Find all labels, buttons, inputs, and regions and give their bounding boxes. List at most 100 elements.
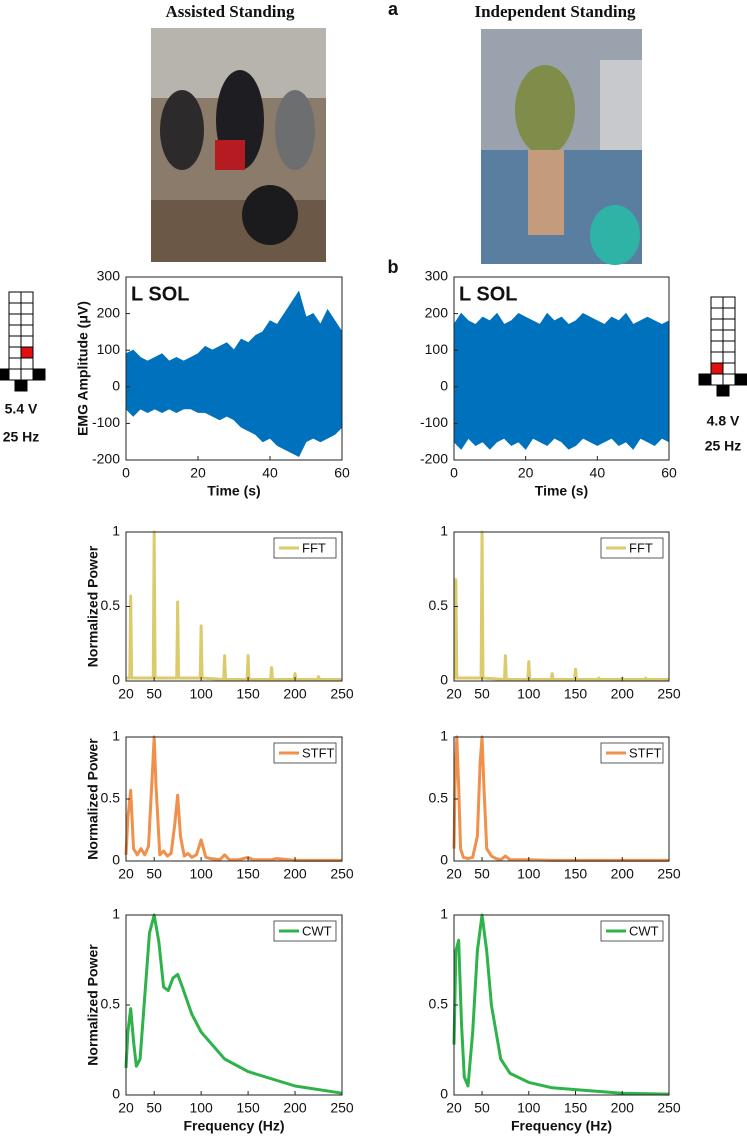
y-tick-label: -200 bbox=[92, 451, 120, 467]
electrode bbox=[710, 362, 724, 375]
chart: -200 -100 0 100 200 300 0 20 40 60 L SOL Time (s) bbox=[420, 268, 677, 499]
legend-label: CWT bbox=[302, 923, 332, 938]
plot-area bbox=[454, 915, 669, 1095]
x-tick-label: 200 bbox=[611, 866, 635, 882]
y-tick-label: 1 bbox=[112, 728, 120, 744]
spectrum-line bbox=[124, 913, 343, 1095]
electrode bbox=[710, 307, 724, 320]
electrode bbox=[20, 368, 34, 381]
chart: CWT 0 0.5 1 20 50 100 150 200 250 Frequency (Hz) bbox=[429, 906, 681, 1134]
electrode bbox=[722, 307, 736, 320]
x-tick-label: 0 bbox=[450, 465, 458, 481]
y-tick-label: 0.5 bbox=[101, 597, 121, 613]
x-tick-label: 250 bbox=[657, 1100, 681, 1116]
x-tick-label: 50 bbox=[146, 686, 162, 702]
electrode bbox=[20, 324, 34, 337]
electrode bbox=[710, 329, 724, 342]
y-tick-label: 0.5 bbox=[429, 790, 449, 806]
y-tick-label: 1 bbox=[112, 523, 120, 539]
electrode bbox=[710, 296, 724, 309]
x-axis-label: Time (s) bbox=[535, 483, 588, 499]
x-tick-label: 100 bbox=[517, 866, 541, 882]
chart: STFT 0 0.5 1 20 50 100 150 200 250 Normalized Powe… bbox=[85, 728, 354, 882]
y-tick-label: -100 bbox=[420, 414, 448, 430]
electrode bbox=[32, 368, 46, 381]
annotation: L SOL bbox=[131, 283, 190, 305]
legend-label: CWT bbox=[629, 923, 659, 938]
y-tick-label: 100 bbox=[425, 341, 449, 357]
stim-voltage: 5.4 V bbox=[5, 401, 38, 417]
x-tick-label: 50 bbox=[474, 866, 490, 882]
y-axis-label: Normalized Power bbox=[85, 738, 101, 860]
x-tick-label: 250 bbox=[657, 866, 681, 882]
x-tick-label: 100 bbox=[517, 1100, 541, 1116]
x-tick-label: 20 bbox=[190, 465, 206, 481]
x-tick-label: 200 bbox=[283, 1100, 307, 1116]
spectrum-line bbox=[124, 735, 342, 862]
x-tick-label: 50 bbox=[146, 1100, 162, 1116]
legend-box bbox=[600, 537, 664, 559]
x-tick-label: 200 bbox=[283, 686, 307, 702]
electrode bbox=[20, 291, 34, 304]
x-tick-label: 50 bbox=[146, 866, 162, 882]
y-tick-label: 1 bbox=[440, 523, 448, 539]
y-tick-label: 1 bbox=[440, 728, 448, 744]
electrode bbox=[20, 335, 34, 348]
x-tick-label: 20 bbox=[446, 686, 462, 702]
annotation: L SOL bbox=[459, 283, 518, 305]
panel-label: b bbox=[388, 257, 399, 277]
chart: -200 -100 0 100 200 300 0 20 40 60 L SOL Time (s) EM… bbox=[75, 268, 350, 499]
legend-box bbox=[273, 920, 337, 942]
chart: FFT 0 0.5 1 20 50 100 150 200 250 bbox=[429, 523, 681, 702]
y-tick-label: 0.5 bbox=[101, 790, 121, 806]
stim-frequency: 25 Hz bbox=[705, 438, 742, 454]
y-tick-label: 0 bbox=[440, 378, 448, 394]
electrode-diagram bbox=[698, 296, 747, 397]
electrode bbox=[8, 313, 22, 326]
y-tick-label: 0 bbox=[112, 378, 120, 394]
x-tick-label: 100 bbox=[517, 686, 541, 702]
y-tick-label: 0 bbox=[440, 1086, 448, 1102]
y-tick-label: 200 bbox=[425, 304, 449, 320]
y-tick-label: 0 bbox=[112, 852, 120, 868]
legend-label: FFT bbox=[629, 540, 653, 555]
x-axis-label: Frequency (Hz) bbox=[511, 1118, 612, 1134]
x-axis-label: Time (s) bbox=[207, 483, 260, 499]
y-tick-label: 0 bbox=[440, 672, 448, 688]
photo bbox=[151, 28, 326, 262]
x-tick-label: 200 bbox=[283, 866, 307, 882]
electrode bbox=[722, 351, 736, 364]
chart: CWT 0 0.5 1 20 50 100 150 200 250 Frequency (Hz) No… bbox=[85, 906, 354, 1134]
x-tick-label: 40 bbox=[262, 465, 278, 481]
y-tick-label: -100 bbox=[92, 414, 120, 430]
spectrum-line bbox=[452, 735, 669, 862]
y-tick-label: 0.5 bbox=[101, 996, 121, 1012]
x-tick-label: 20 bbox=[446, 1100, 462, 1116]
legend-label: STFT bbox=[302, 745, 335, 760]
photo-title: Independent Standing bbox=[474, 2, 636, 21]
chart: FFT 0 0.5 1 20 50 100 150 200 250 Normalized Power bbox=[85, 523, 354, 702]
photo-title: Assisted Standing bbox=[166, 2, 295, 21]
x-tick-label: 20 bbox=[118, 1100, 134, 1116]
x-tick-label: 250 bbox=[330, 866, 354, 882]
y-axis-label: EMG Amplitude (μV) bbox=[75, 301, 91, 436]
electrode bbox=[8, 291, 22, 304]
electrode-diagram bbox=[0, 291, 46, 392]
stim-voltage: 4.8 V bbox=[707, 413, 740, 429]
y-tick-label: 0.5 bbox=[429, 996, 449, 1012]
x-tick-label: 100 bbox=[189, 686, 213, 702]
x-axis-label: Frequency (Hz) bbox=[183, 1118, 284, 1134]
electrode bbox=[722, 373, 736, 386]
x-tick-label: 150 bbox=[564, 686, 588, 702]
legend-box bbox=[600, 742, 664, 764]
electrode bbox=[710, 351, 724, 364]
electrode bbox=[8, 335, 22, 348]
x-tick-label: 100 bbox=[189, 1100, 213, 1116]
x-tick-label: 200 bbox=[611, 1100, 635, 1116]
panel-label: a bbox=[388, 0, 399, 19]
electrode bbox=[8, 368, 22, 381]
x-tick-label: 60 bbox=[334, 465, 350, 481]
x-tick-label: 100 bbox=[189, 866, 213, 882]
electrode bbox=[710, 318, 724, 331]
